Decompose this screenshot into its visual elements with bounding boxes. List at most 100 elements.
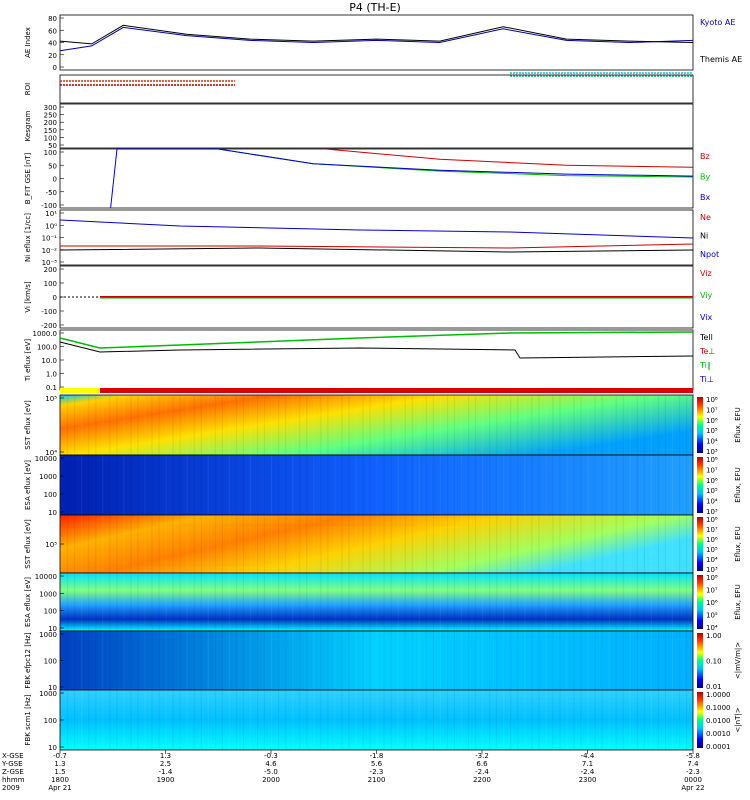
spectrogram-stripe [256,455,259,515]
y-tick-label: 50 [48,142,57,150]
time-tick-label: Apr 22 [681,784,704,792]
spectrogram-stripe [482,455,484,515]
spectrogram-stripe [474,573,477,631]
spectrogram-stripe [271,455,273,515]
spectrogram-stripe [193,455,195,515]
spectrogram-stripe [671,395,674,455]
spectrogram-stripe [263,573,266,631]
spectrogram-stripe [271,631,273,690]
spectrogram-stripe [566,515,568,573]
spectrogram-stripe [278,395,280,455]
spectrogram-stripe [510,631,512,690]
time-tick-label: 1.3 [160,752,171,760]
spectrogram-stripe [151,573,153,631]
spectrogram-stripe [60,455,62,515]
time-tick-label: -1.8 [370,752,384,760]
spectrogram-stripe [671,455,674,515]
spectrogram-stripe [242,690,245,750]
spectrogram-stripe [116,631,118,690]
spectrogram-stripe [327,631,329,690]
time-tick-label: -1.4 [159,768,173,776]
time-tick-label: 0000 [684,776,702,784]
colorbar-tick: 10³ [706,566,718,574]
spectrogram-stripe [439,395,441,455]
spectrogram-stripe [285,515,287,573]
spectrogram-stripe [664,455,667,515]
colorbar-label: <|nT|> [734,707,742,732]
spectrogram-stripe [594,573,596,631]
spectrogram-stripe [256,631,259,690]
spectrogram-stripe [137,455,139,515]
spectrogram-stripe [348,573,350,631]
time-tick-label: -0.3 [264,752,278,760]
spectrogram-stripe [531,395,533,455]
time-tick-label: -4.4 [581,752,595,760]
spectrogram-stripe [439,690,441,750]
spectrogram-stripe [200,395,202,455]
spectrogram-stripe [327,573,329,631]
legend-entry: Bx [700,193,710,202]
spectrogram-stripe [299,690,301,750]
spectrogram-fill [60,395,693,455]
spectrogram-stripe [503,690,505,750]
spectrogram-stripe [629,455,631,515]
spectrogram-stripe [411,573,413,631]
spectrogram-stripe [67,573,69,631]
spectrogram-stripe [467,395,470,455]
spectrogram-stripe [425,515,427,573]
time-tick-label: -2.4 [581,768,595,776]
spectrogram-stripe [313,631,315,690]
spectrogram-stripe [643,395,645,455]
spectrogram-fill [60,515,693,573]
spectrogram-stripe [200,455,202,515]
spectrogram-stripe [439,515,441,573]
spectrogram-stripe [510,395,512,455]
y-tick-label: 10000 [35,455,57,463]
spectrogram-stripe [109,573,111,631]
y-tick-label: 300 [44,104,57,112]
time-tick-label: Apr 21 [48,784,71,792]
spectrogram-stripe [88,455,90,515]
spectrogram-stripe [453,395,456,455]
spectrogram-stripe [615,515,617,573]
spectrogram-stripe [334,395,336,455]
spectrogram-stripe [552,690,554,750]
time-tick-label: 7.1 [582,760,593,768]
spectrogram-stripe [228,515,230,573]
spectrogram-stripe [643,515,645,573]
spectrogram-stripe [137,631,139,690]
spectrogram-stripe [74,395,76,455]
spectrogram-stripe [664,395,667,455]
spectrogram-stripe [517,515,519,573]
colorbar-tick: 0.0010 [706,730,731,738]
spectrogram-stripe [263,395,266,455]
spectrogram-stripe [664,573,667,631]
spectrogram-stripe [566,455,568,515]
spectrogram-stripe [622,631,624,690]
spectrogram-stripe [88,515,90,573]
spectrogram-stripe [130,395,132,455]
plot-title: P4 (TH-E) [349,1,401,14]
spectrogram-stripe [67,515,69,573]
spectrogram-stripe [594,631,596,690]
spectrogram-stripe [629,515,631,573]
spectrogram-stripe [200,631,202,690]
spectrogram-stripe [109,631,111,690]
spectrogram-stripe [334,573,336,631]
spectrogram-stripe [278,631,280,690]
time-tick-label: 1800 [51,776,69,784]
y-axis-label: ESA eflux [eV] [24,577,32,627]
spectrogram-stripe [334,631,336,690]
y-axis-label: SST eflux [eV] [24,400,32,450]
y-tick-label: 100.0 [37,344,57,352]
spectrogram-stripe [503,455,505,515]
spectrogram-stripe [207,573,209,631]
spectrogram-stripe [179,573,181,631]
spectrogram-stripe [263,455,266,515]
spectrogram-stripe [482,515,484,573]
spectrogram-stripe [158,631,160,690]
spectrogram-stripe [186,573,188,631]
spectrogram-stripe [263,515,266,573]
spectrogram-stripe [278,515,280,573]
